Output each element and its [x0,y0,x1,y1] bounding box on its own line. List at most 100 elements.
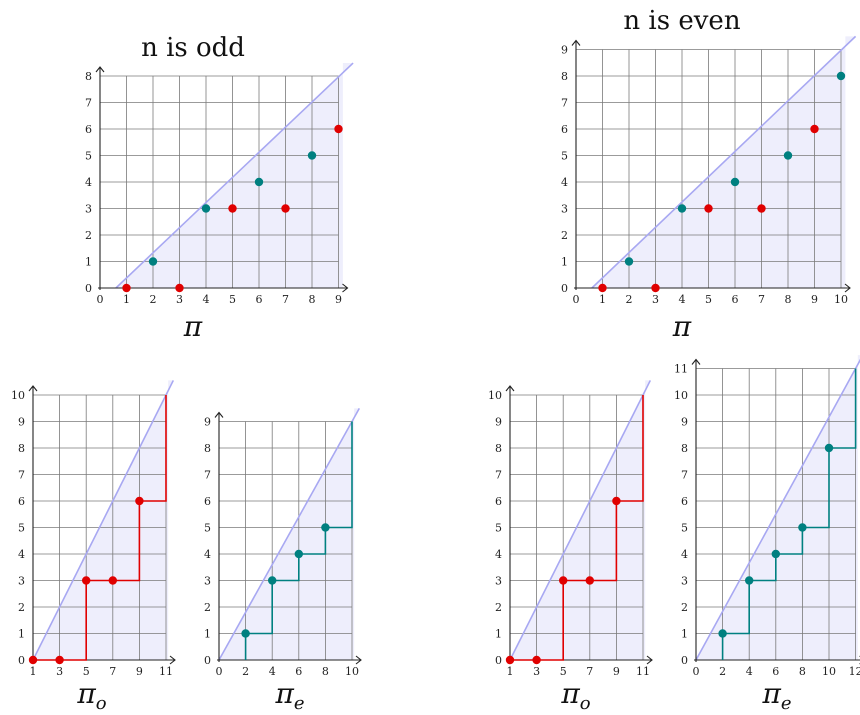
y-tick-label: 8 [85,70,92,83]
x-tick-label: 9 [811,293,818,306]
y-tick-label: 9 [204,416,211,429]
data-point [135,496,144,506]
x-tick-label: 5 [705,293,712,306]
y-tick-label: 8 [561,70,568,83]
y-tick-label: 10 [488,389,502,402]
x-tick-label: 8 [309,293,316,306]
x-tick-label: 1 [599,293,606,306]
y-tick-label: 7 [495,469,502,482]
x-tick-label: 3 [652,293,659,306]
y-tick-label: 1 [85,256,92,269]
y-tick-label: 3 [85,203,92,216]
shaded-region [696,355,860,660]
y-tick-label: 3 [681,575,688,588]
x-axis-arrow [342,283,349,293]
y-tick-label: 2 [85,229,92,242]
data-point [108,576,118,585]
y-tick-label: 5 [561,150,568,163]
x-tick-label: 11 [636,665,650,678]
data-point [148,257,158,266]
x-tick-label: 0 [573,293,580,306]
y-tick-label: 5 [204,522,211,535]
y-axis-arrow [214,411,224,418]
x-tick-label: 7 [758,293,765,306]
chart-odd_pi_e: 0 2 4 6 8 10 0 1 2 3 4 5 6 7 8 9 [204,407,362,678]
x-tick-label: 9 [136,665,143,678]
y-tick-label: 4 [495,548,502,561]
data-point [201,204,211,213]
y-tick-label: 5 [495,522,502,535]
data-point [55,655,64,665]
diagonal-line [509,380,652,661]
diagonal-line [32,380,175,661]
x-tick-label: 6 [295,665,302,678]
x-tick-label: 9 [335,293,342,306]
data-point [771,549,780,559]
y-tick-label: 7 [85,97,92,110]
data-point [624,257,634,266]
y-tick-label: 4 [85,176,92,189]
y-tick-label: 8 [18,442,25,455]
data-point [798,523,807,532]
data-point [836,71,846,81]
data-point [532,655,541,665]
label-pi-o-even: πo [560,677,590,714]
data-point [254,177,264,187]
y-tick-label: 10 [674,389,688,402]
label-pi-e-even: πe [761,677,791,714]
y-tick-label: 7 [681,469,688,482]
y-tick-label: 0 [85,282,92,295]
data-point [321,523,330,532]
y-axis-arrow [28,385,38,392]
y-tick-label: 2 [18,601,25,614]
y-tick-label: 9 [561,44,568,57]
y-tick-label: 1 [204,628,211,641]
data-point [175,283,184,293]
data-point [268,576,277,585]
label-pi-even: π [672,310,692,343]
data-point [585,576,594,585]
x-tick-label: 4 [679,293,686,306]
x-tick-label: 4 [203,293,210,306]
label-pi-o-odd: πo [76,677,106,714]
y-tick-label: 9 [495,416,502,429]
y-tick-label: 4 [204,548,211,561]
data-point [824,443,834,453]
y-tick-label: 2 [204,601,211,614]
y-tick-label: 0 [495,654,502,667]
data-point [122,283,131,293]
data-point [228,204,237,213]
y-tick-label: 0 [681,654,688,667]
y-tick-label: 7 [561,97,568,110]
x-tick-label: 1 [507,665,514,678]
x-tick-label: 6 [256,293,263,306]
y-axis-arrow [95,66,105,73]
data-point [559,576,568,585]
x-tick-label: 2 [626,293,633,306]
data-point [505,655,515,665]
y-tick-label: 5 [18,522,25,535]
y-tick-label: 9 [18,416,25,429]
y-tick-label: 6 [204,495,211,508]
x-tick-label: 12 [849,665,860,678]
data-point [757,204,766,213]
data-point [783,151,793,160]
y-tick-label: 0 [204,654,211,667]
x-tick-label: 9 [613,665,620,678]
data-point [651,283,660,293]
y-tick-label: 4 [681,548,688,561]
data-point [82,576,91,585]
y-tick-label: 0 [18,654,25,667]
y-tick-label: 11 [674,363,688,376]
y-tick-label: 4 [18,548,25,561]
x-tick-label: 11 [159,665,173,678]
y-tick-label: 1 [495,628,502,641]
x-tick-label: 0 [693,665,700,678]
y-tick-label: 1 [18,628,25,641]
x-tick-label: 3 [533,665,540,678]
x-tick-label: 8 [785,293,792,306]
x-tick-label: 0 [97,293,104,306]
x-tick-label: 10 [345,665,359,678]
y-tick-label: 3 [18,575,25,588]
